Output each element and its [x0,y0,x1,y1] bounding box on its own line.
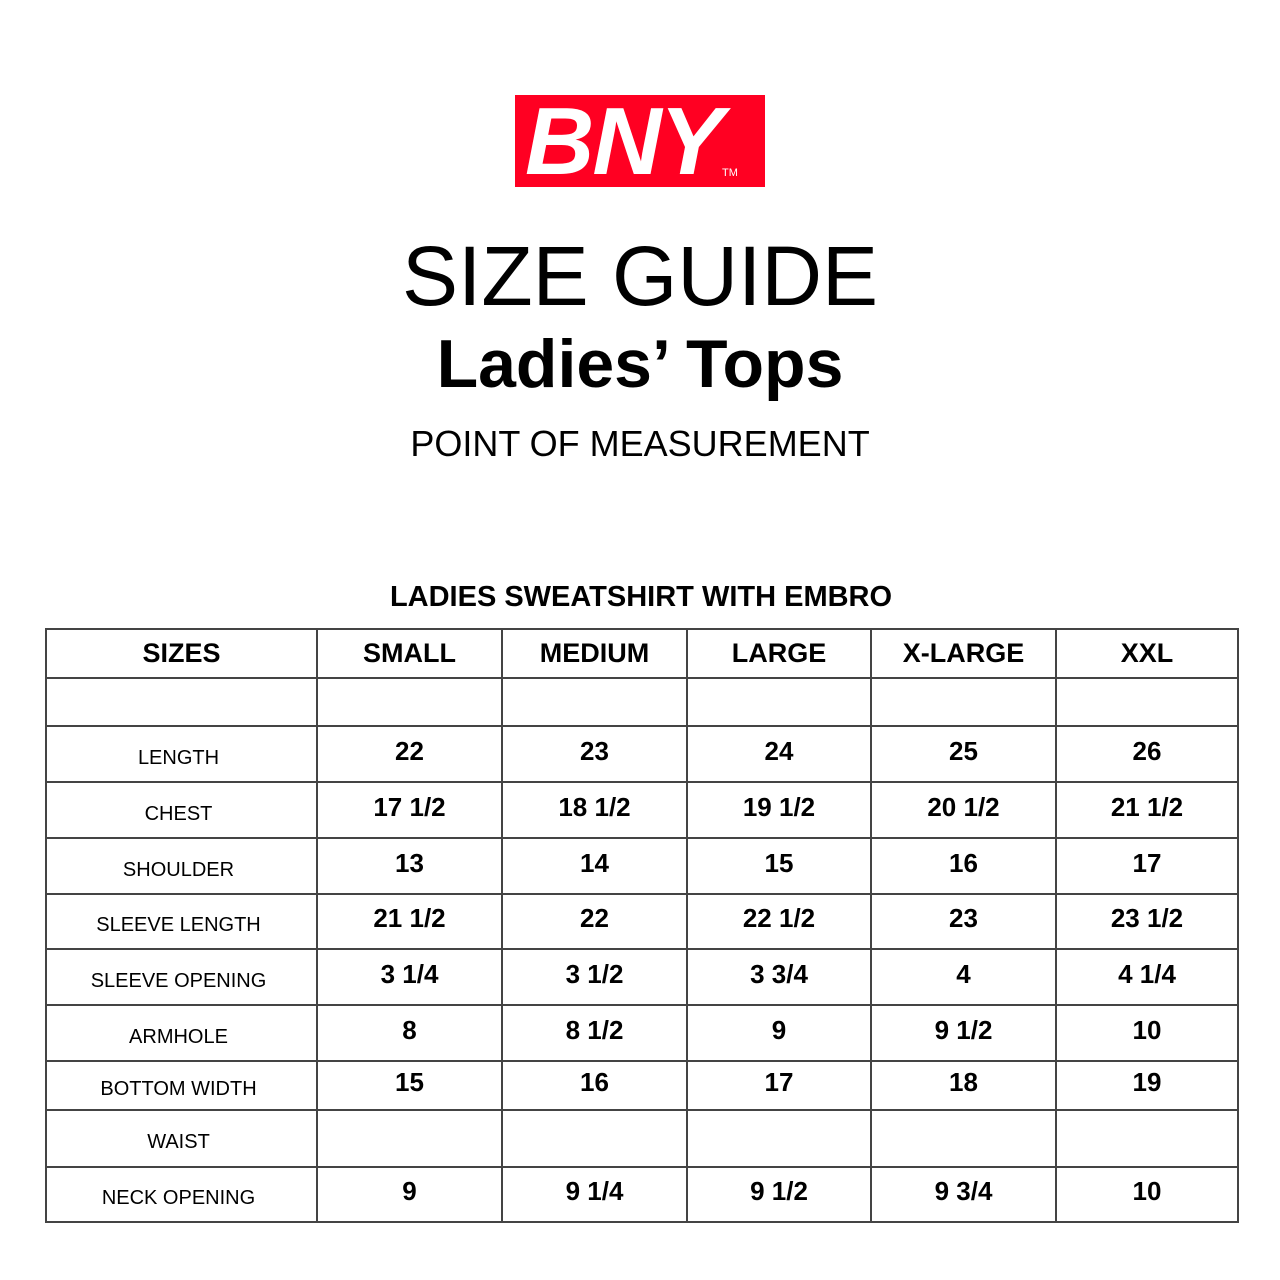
table-row: SHOULDER 13 14 15 16 17 [45,837,1239,895]
logo-wordmark: BNY [525,88,724,195]
measurement-value: 9 [686,1004,872,1062]
measurement-value: 9 1/2 [870,1004,1057,1062]
measurement-value [870,1109,1057,1168]
column-header: LARGE [686,628,872,679]
size-table: SIZES SMALL MEDIUM LARGE X-LARGE XXL LENGTH 22 2… [45,628,1239,1223]
table-row: NECK OPENING 9 9 1/4 9 1/2 9 3/4 10 [45,1166,1239,1223]
measurement-value: 16 [501,1060,688,1111]
measurement-value: 22 [501,893,688,950]
measurement-value: 22 [316,725,503,783]
measurement-value: 17 [1055,837,1239,895]
measurement-value [501,677,688,727]
table-row: SLEEVE OPENING 3 1/4 3 1/2 3 3/4 4 4 1/4 [45,948,1239,1006]
measurement-value: 3 1/4 [316,948,503,1006]
measurement-value: 23 1/2 [1055,893,1239,950]
measurement-value: 20 1/2 [870,781,1057,839]
measurement-value: 9 1/2 [686,1166,872,1223]
measurement-value: 19 [1055,1060,1239,1111]
measurement-value [316,1109,503,1168]
measurement-label: SLEEVE LENGTH [45,893,318,950]
point-of-measurement-heading: POINT OF MEASUREMENT [410,423,870,464]
page-title: SIZE GUIDE [401,229,879,323]
table-row [45,677,1239,727]
measurement-value: 21 1/2 [316,893,503,950]
measurement-value: 25 [870,725,1057,783]
measurement-label: SHOULDER [45,837,318,895]
measurement-label: NECK OPENING [45,1166,318,1223]
measurement-value: 23 [501,725,688,783]
measurement-value [1055,677,1239,727]
measurement-value: 9 [316,1166,503,1223]
measurement-label: ARMHOLE [45,1004,318,1062]
measurement-value: 14 [501,837,688,895]
measurement-value: 13 [316,837,503,895]
column-header: SMALL [316,628,503,679]
column-header: XXL [1055,628,1239,679]
measurement-value: 16 [870,837,1057,895]
measurement-label: WAIST [45,1109,318,1168]
measurement-label: SLEEVE OPENING [45,948,318,1006]
measurement-value: 10 [1055,1166,1239,1223]
bny-logo: BNY TM [515,88,765,195]
measurement-value: 15 [686,837,872,895]
measurement-label: LENGTH [45,725,318,783]
measurement-value: 3 3/4 [686,948,872,1006]
column-header: MEDIUM [501,628,688,679]
measurement-value: 4 [870,948,1057,1006]
measurement-value [1055,1109,1239,1168]
table-row: BOTTOM WIDTH 15 16 17 18 19 [45,1060,1239,1111]
measurement-label: BOTTOM WIDTH [45,1060,318,1111]
measurement-value: 15 [316,1060,503,1111]
measurement-value: 23 [870,893,1057,950]
trademark-symbol: TM [722,167,738,179]
table-row: ARMHOLE 8 8 1/2 9 9 1/2 10 [45,1004,1239,1062]
measurement-value [501,1109,688,1168]
table-header-row: SIZES SMALL MEDIUM LARGE X-LARGE XXL [45,628,1239,679]
measurement-value [686,677,872,727]
measurement-value: 18 [870,1060,1057,1111]
measurement-value: 8 [316,1004,503,1062]
table-title: LADIES SWEATSHIRT WITH EMBRO [389,581,893,613]
measurement-value: 4 1/4 [1055,948,1239,1006]
table-row: WAIST [45,1109,1239,1168]
measurement-value: 17 1/2 [316,781,503,839]
measurement-value: 9 1/4 [501,1166,688,1223]
measurement-value [870,677,1057,727]
measurement-value: 18 1/2 [501,781,688,839]
measurement-value: 26 [1055,725,1239,783]
measurement-value [316,677,503,727]
page-subtitle: Ladies’ Tops [436,326,844,402]
measurement-value: 8 1/2 [501,1004,688,1062]
measurement-value: 3 1/2 [501,948,688,1006]
table-row: SLEEVE LENGTH 21 1/2 22 22 1/2 23 23 1/2 [45,893,1239,950]
table-row: CHEST 17 1/2 18 1/2 19 1/2 20 1/2 21 1/2 [45,781,1239,839]
measurement-value: 17 [686,1060,872,1111]
measurement-label [45,677,318,727]
measurement-value: 22 1/2 [686,893,872,950]
measurement-value: 24 [686,725,872,783]
table-row: LENGTH 22 23 24 25 26 [45,725,1239,783]
column-header: SIZES [45,628,318,679]
measurement-value: 21 1/2 [1055,781,1239,839]
column-header: X-LARGE [870,628,1057,679]
measurement-value: 9 3/4 [870,1166,1057,1223]
measurement-value: 19 1/2 [686,781,872,839]
measurement-value: 10 [1055,1004,1239,1062]
measurement-label: CHEST [45,781,318,839]
measurement-value [686,1109,872,1168]
